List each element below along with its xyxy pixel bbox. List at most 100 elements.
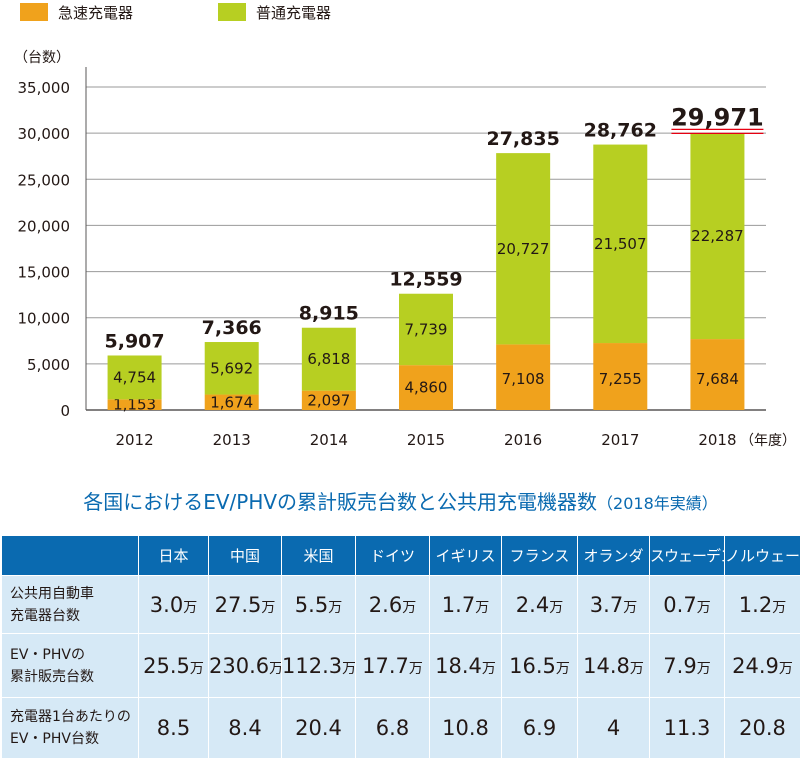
cell-value: 14.8	[583, 653, 630, 678]
column-header: イギリス	[429, 535, 502, 576]
bar-value-label: 2,097	[307, 391, 350, 409]
bar-value-label: 20,727	[497, 240, 550, 258]
table-cell: 230.6万	[208, 633, 282, 698]
cell-value: 16.5	[509, 653, 556, 678]
row-header-line: EV・PHVの	[10, 646, 85, 663]
table-cell: 1.7万	[429, 575, 502, 634]
column-header: オランダ	[577, 535, 650, 576]
cell-unit: 万	[696, 660, 711, 677]
table-cell: 0.7万	[649, 575, 725, 634]
cell-value: 17.7	[362, 653, 409, 678]
bar-value-label: 7,684	[696, 370, 739, 388]
bar-value-label: 4,754	[113, 368, 156, 386]
bar-segment-quick	[496, 344, 551, 410]
x-axis-label: （年度）	[740, 433, 796, 449]
bar-total-label: 5,907	[105, 330, 165, 352]
row-header: 充電器1台あたりの EV・PHV台数	[1, 697, 139, 759]
table-body: 公共用自動車 充電器台数 3.0万 27.5万 5.5万 2.6万 1.7万 2.4万 3.7万…	[1, 575, 801, 759]
bar-value-label: 4,860	[405, 379, 448, 397]
cell-value: 8.5	[156, 716, 191, 740]
table-cell: 6.8	[355, 697, 430, 759]
y-tick-label: 0	[60, 402, 70, 420]
chart-bars: 1,153 4,754 5,907 1,674 5,692 7,366 2,097 6,818…	[105, 103, 764, 413]
cell-value: 20.4	[295, 716, 342, 740]
bar-value-label: 1,153	[113, 396, 156, 414]
cell-value: 5.5	[294, 592, 329, 617]
legend-label: 急速充電器	[58, 4, 133, 22]
country-comparison-table: 日本中国米国ドイツイギリスフランスオランダスウェーデンノルウェー 公共用自動車充…	[1, 535, 801, 759]
cell-value: 10.8	[442, 716, 489, 740]
column-header: スウェーデン	[649, 535, 725, 576]
bar-total-label: 8,915	[299, 303, 359, 325]
legend-label: 普通充電器	[256, 4, 331, 22]
column-header: 米国	[281, 535, 356, 576]
column-header: ノルウェー	[724, 535, 801, 576]
cell-value: 3.7	[589, 592, 624, 617]
bar-segment-quick	[301, 390, 356, 410]
cell-value: 3.0	[149, 592, 184, 617]
table-row: 公共用自動車 充電器台数 3.0万 27.5万 5.5万 2.6万 1.7万 2.4万 3.7万…	[1, 575, 801, 634]
cell-value: 1.2	[738, 592, 773, 617]
bar-segment-quick	[107, 399, 162, 410]
table-cell: 8.4	[208, 697, 282, 759]
cell-value: 8.4	[228, 716, 262, 740]
cell-value: 112.3	[282, 653, 343, 678]
cell-value: 6.9	[522, 716, 557, 740]
row-header-line: 累計販売台数	[10, 668, 94, 685]
table-row: 充電器1台あたりの EV・PHV台数 8.5 8.4 20.4 6.8 10.8 6.9 4 11…	[1, 697, 801, 759]
row-header-line: EV・PHV台数	[10, 731, 99, 747]
y-tick-label: 5,000	[27, 356, 70, 374]
table-cell: 16.5万	[501, 633, 578, 698]
bar-segment-quick	[690, 339, 745, 410]
cell-value: 2.6	[368, 592, 403, 617]
x-tick-label: 2012	[115, 431, 153, 449]
column-header: フランス	[501, 535, 578, 576]
cell-value: 1.7	[441, 592, 476, 617]
bar-value-label: 21,507	[594, 235, 647, 253]
cell-value: 2.4	[515, 592, 550, 617]
x-tick-label: 2014	[310, 431, 348, 449]
table-cell: 20.8	[724, 697, 801, 759]
table-header-row: 日本中国米国ドイツイギリスフランスオランダスウェーデンノルウェー	[1, 535, 801, 576]
table-cell: 11.3	[649, 697, 725, 759]
cell-unit: 万	[328, 599, 343, 616]
y-tick-label: 30,000	[18, 125, 71, 143]
table-cell: 3.7万	[577, 575, 650, 634]
cell-unit: 万	[555, 660, 570, 677]
cell-unit: 万	[778, 660, 793, 677]
row-header: 公共用自動車 充電器台数	[1, 575, 139, 634]
x-tick-label: 2013	[213, 431, 251, 449]
cell-value: 4	[606, 716, 621, 740]
bar-segment-normal	[301, 327, 356, 391]
bar-segment-normal	[107, 355, 162, 400]
cell-unit: 万	[475, 599, 490, 616]
row-header-line: 充電器1台あたりの	[10, 709, 131, 725]
cell-unit: 万	[629, 660, 644, 677]
table-cell: 3.0万	[138, 575, 209, 634]
table-cell: 25.5万	[138, 633, 209, 698]
table-title-suffix: （2018年実績）	[597, 494, 718, 513]
bar-segment-normal	[690, 133, 745, 340]
bar-segment-quick	[593, 343, 648, 410]
column-header: 中国	[208, 535, 282, 576]
cell-unit: 万	[696, 599, 711, 616]
chart-legend: 急速充電器 普通充電器	[20, 3, 331, 22]
table-cell: 27.5万	[208, 575, 282, 634]
stacked-bar-chart: 急速充電器 普通充電器 （台数） 0 5,000 10,000 15,000 20,000…	[14, 3, 796, 449]
x-axis-ticks: 2012 2013 2014 2015 2016 2017 2018	[115, 431, 736, 449]
cell-unit: 万	[183, 599, 198, 616]
bar-total-label: 7,366	[202, 317, 262, 339]
bar-total-label: 28,762	[584, 120, 657, 142]
bar-total-label: 29,971	[671, 103, 764, 131]
table-corner-cell	[1, 535, 139, 576]
cell-unit: 万	[269, 661, 280, 677]
cell-unit: 万	[772, 599, 787, 616]
cell-value: 11.3	[663, 716, 711, 740]
table-cell: 2.4万	[501, 575, 578, 634]
column-header: ドイツ	[355, 535, 430, 576]
x-tick-label: 2015	[407, 431, 445, 449]
table-row: EV・PHVの累計販売台数25.5万230.6万112.3万17.7万18.4万…	[1, 633, 801, 698]
row-header: EV・PHVの 累計販売台数	[1, 633, 139, 698]
y-tick-label: 35,000	[18, 79, 71, 97]
bar-segment-normal	[399, 293, 453, 366]
